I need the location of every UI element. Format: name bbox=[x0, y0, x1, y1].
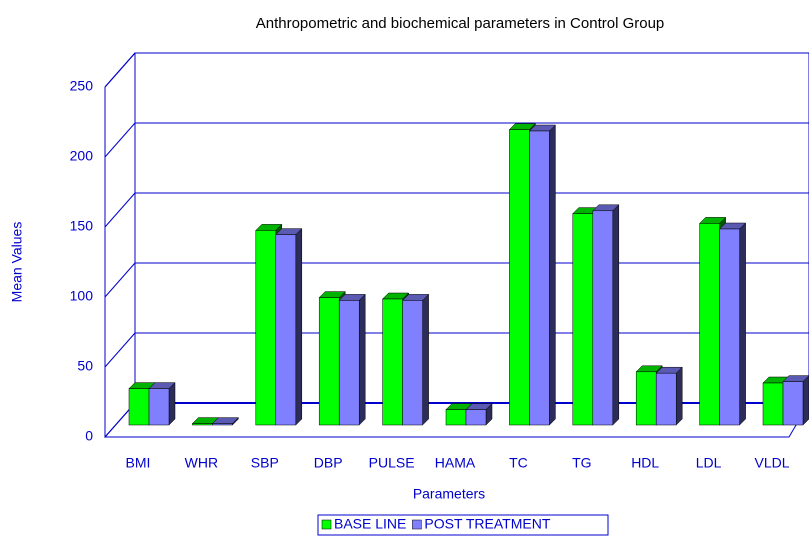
bar-front bbox=[509, 129, 530, 426]
bar-front bbox=[445, 409, 467, 426]
bar-side bbox=[675, 366, 683, 426]
x-tick-label: TC bbox=[509, 455, 528, 471]
x-tick-label: PULSE bbox=[369, 455, 415, 471]
y-tick-label: 150 bbox=[70, 218, 94, 234]
bar-front bbox=[635, 371, 657, 426]
bar-front bbox=[465, 409, 487, 426]
x-tick-label: LDL bbox=[696, 455, 722, 471]
bar bbox=[655, 366, 683, 426]
grid-side bbox=[104, 122, 136, 158]
bar-front bbox=[382, 298, 403, 426]
bar-front bbox=[338, 300, 360, 426]
x-tick-label: WHR bbox=[185, 455, 218, 471]
x-tick-label: HDL bbox=[631, 455, 659, 471]
legend-swatch bbox=[321, 519, 332, 530]
bar-front bbox=[655, 372, 677, 426]
grid-side bbox=[104, 52, 136, 88]
bar-side bbox=[295, 227, 303, 426]
bar-front bbox=[782, 381, 804, 426]
legend-swatch bbox=[412, 519, 422, 530]
bar bbox=[782, 375, 809, 426]
bar-front bbox=[192, 423, 213, 426]
y-tick-label: 100 bbox=[70, 288, 94, 304]
x-tick-label: SBP bbox=[251, 455, 279, 471]
bar bbox=[401, 293, 430, 426]
bar-front bbox=[572, 213, 594, 426]
x-tick-label: HAMA bbox=[435, 455, 476, 471]
bar-side bbox=[612, 204, 620, 426]
grid-side bbox=[104, 192, 136, 228]
x-tick-label: BMI bbox=[126, 455, 151, 471]
bar bbox=[718, 222, 747, 426]
grid-line bbox=[104, 192, 809, 228]
bar-front bbox=[148, 388, 170, 426]
grid-side bbox=[104, 332, 136, 368]
bar-front bbox=[318, 297, 340, 426]
bar bbox=[275, 227, 303, 426]
bar bbox=[338, 293, 366, 426]
bar-front bbox=[699, 223, 720, 426]
x-tick-label: TG bbox=[572, 455, 591, 471]
bar bbox=[211, 416, 240, 426]
y-tick-label: 0 bbox=[85, 428, 93, 444]
grid-line bbox=[104, 262, 809, 298]
bar-side bbox=[802, 375, 809, 426]
bar-side bbox=[549, 124, 556, 426]
bar-front bbox=[402, 300, 423, 426]
bar-front bbox=[255, 230, 277, 426]
bar-front bbox=[275, 234, 297, 426]
x-tick-label: DBP bbox=[314, 455, 343, 471]
grid-line bbox=[104, 52, 809, 88]
bar-side bbox=[422, 293, 429, 426]
y-tick-label: 50 bbox=[77, 358, 93, 374]
bar-side bbox=[739, 222, 746, 426]
bar bbox=[465, 402, 493, 426]
bar-front bbox=[128, 388, 150, 426]
legend-label: POST TREATMENT bbox=[424, 516, 550, 532]
bar bbox=[148, 381, 176, 426]
legend-box bbox=[317, 514, 609, 536]
x-axis-title: Parameters bbox=[413, 486, 485, 502]
legend-label: BASE LINE bbox=[334, 516, 406, 532]
bar-front bbox=[762, 382, 784, 426]
bar-front bbox=[592, 210, 614, 426]
x-tick-label: VLDL bbox=[754, 455, 789, 471]
y-tick-label: 250 bbox=[70, 78, 94, 94]
bar-front bbox=[719, 228, 740, 426]
grid-line bbox=[104, 122, 809, 158]
bar-front bbox=[212, 423, 233, 426]
bar-front bbox=[529, 130, 550, 426]
grid-side bbox=[104, 262, 136, 298]
bar-side bbox=[358, 293, 366, 426]
bar bbox=[528, 124, 557, 426]
y-tick-label: 200 bbox=[70, 148, 94, 164]
chart-title: Anthropometric and biochemical parameter… bbox=[256, 15, 665, 32]
y-axis-title: Mean Values bbox=[9, 222, 25, 303]
bar-side bbox=[168, 381, 176, 426]
bar bbox=[592, 204, 620, 426]
grid-line bbox=[104, 332, 809, 368]
